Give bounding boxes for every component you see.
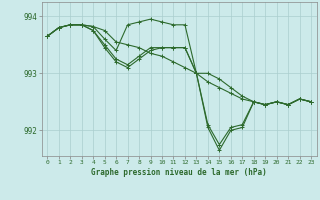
X-axis label: Graphe pression niveau de la mer (hPa): Graphe pression niveau de la mer (hPa) — [91, 168, 267, 177]
